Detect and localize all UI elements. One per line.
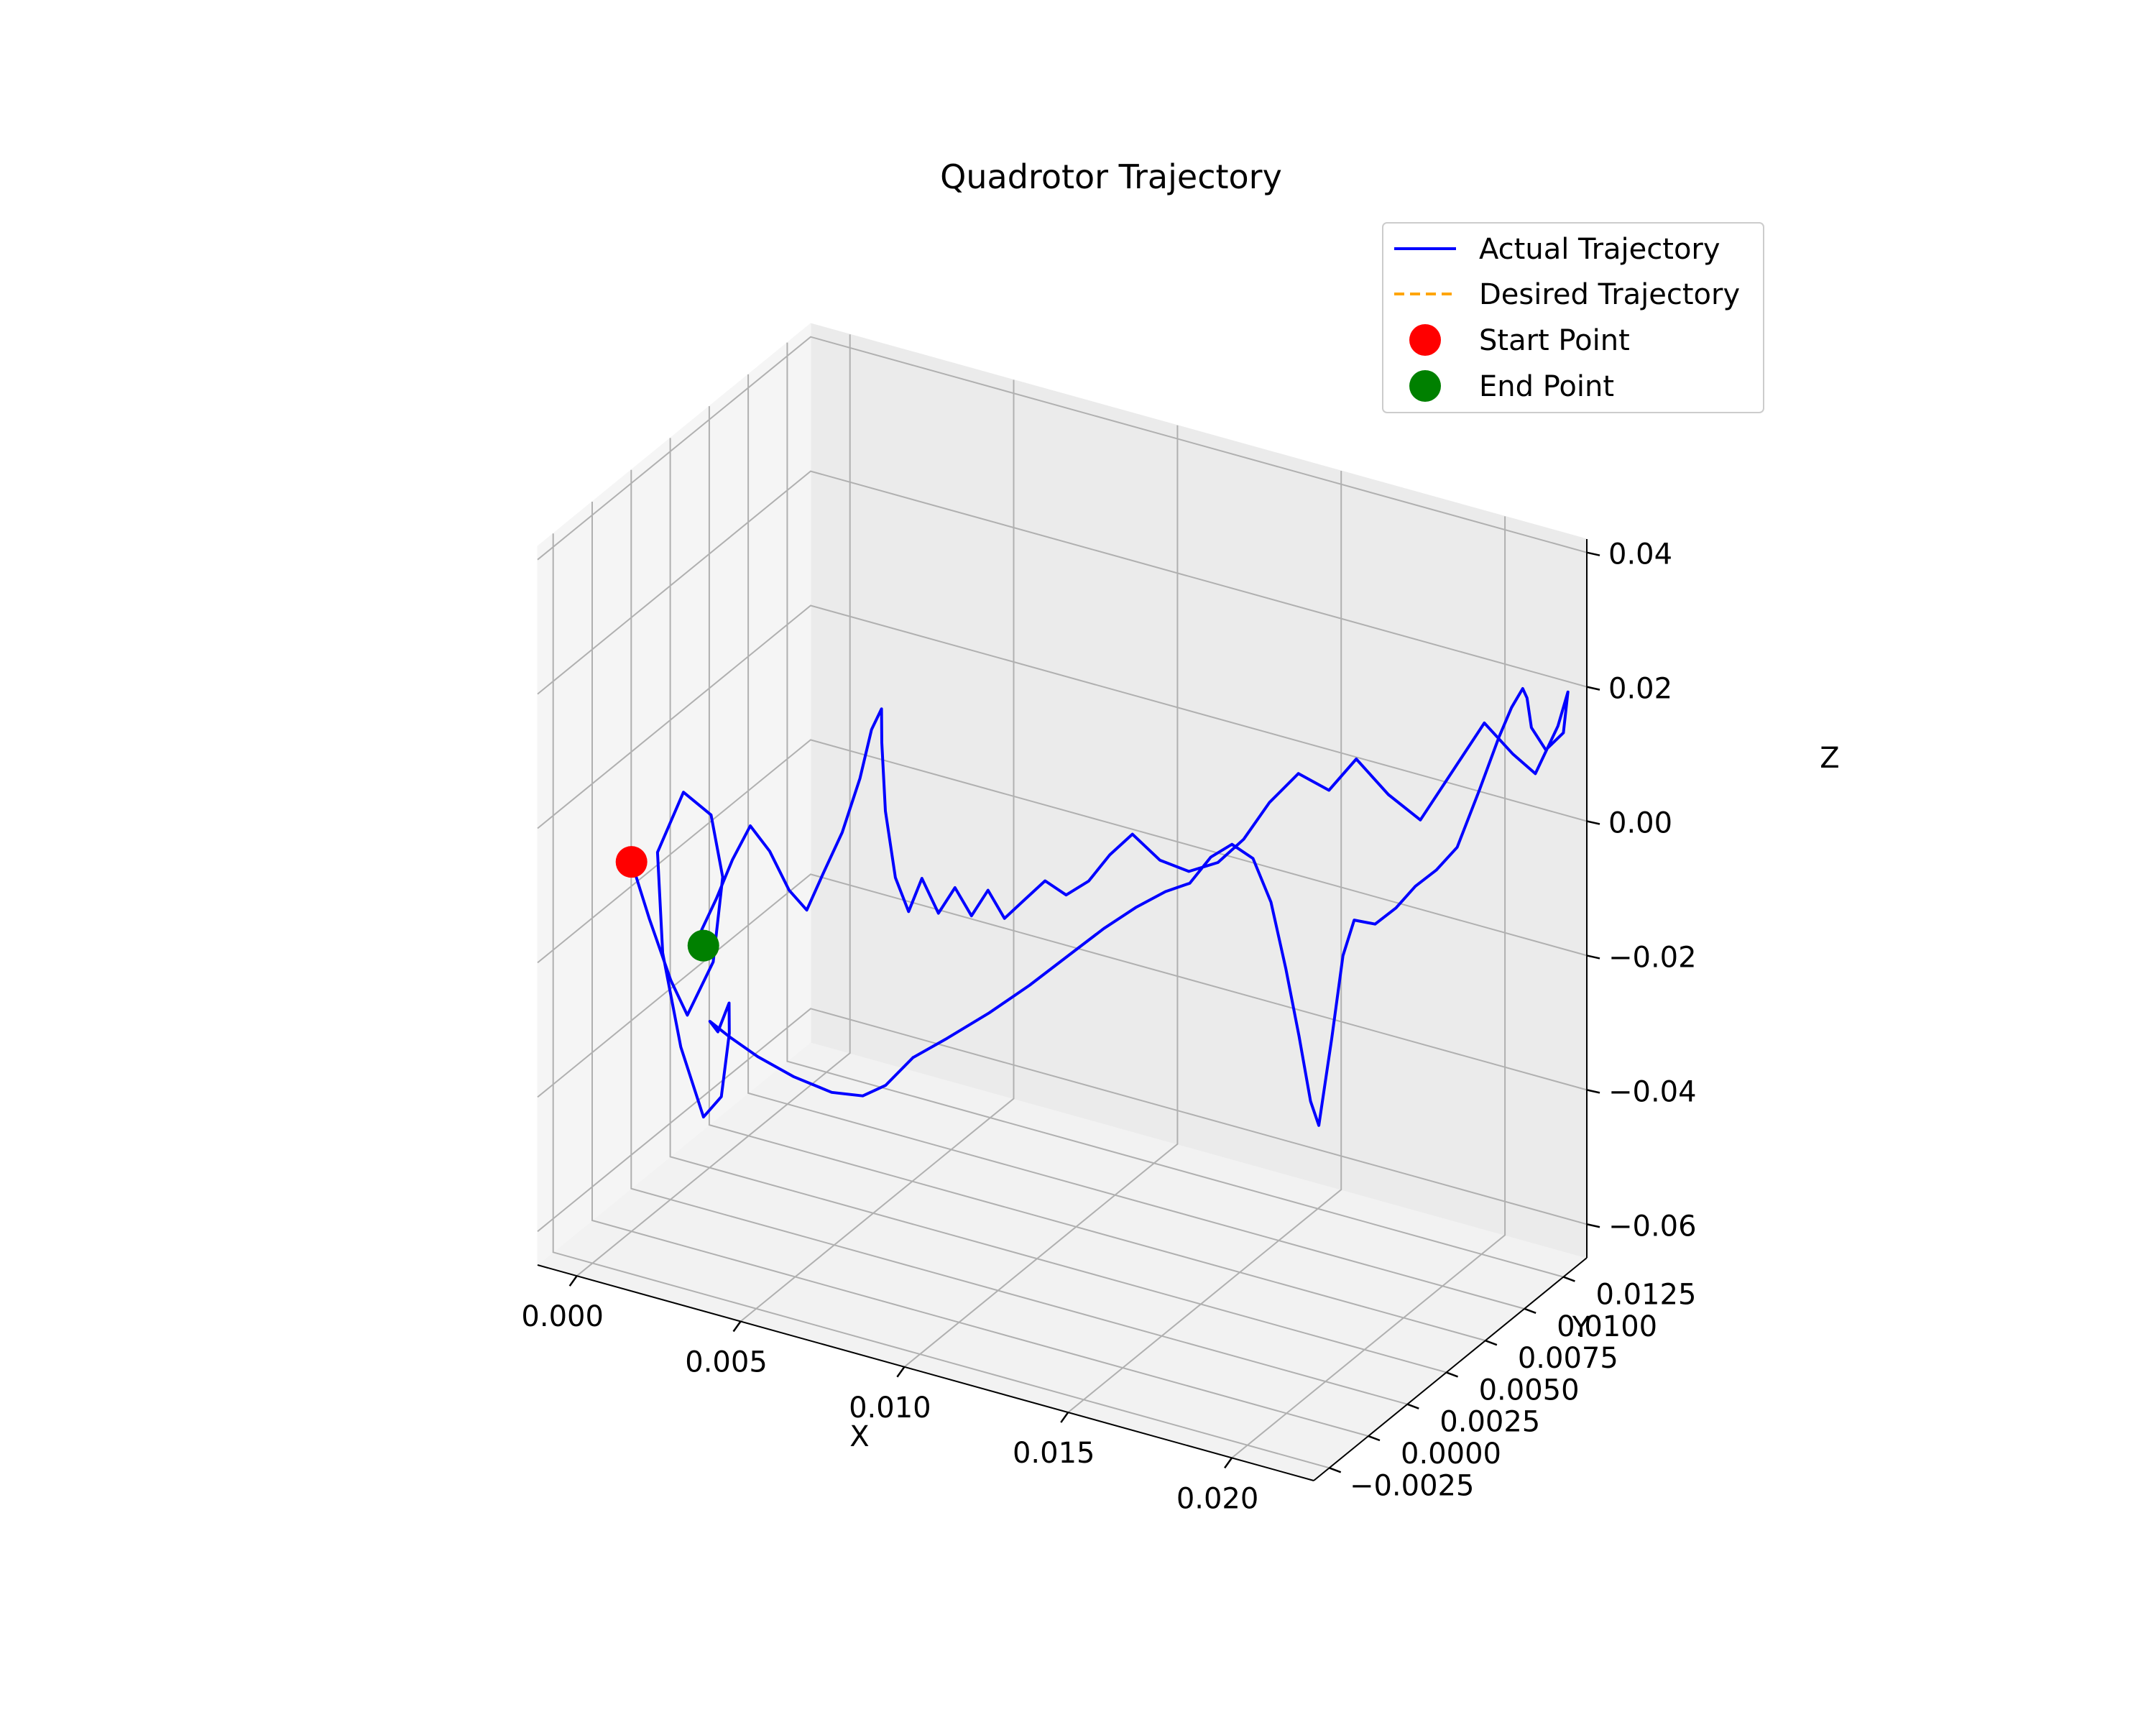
- x-tick-label: 0.000: [521, 1300, 604, 1333]
- y-tick-label: 0.0125: [1595, 1279, 1696, 1312]
- x-gridline: [1231, 516, 1506, 1459]
- y-axis-line: [1313, 1257, 1588, 1481]
- legend-label-desired: Desired Trajectory: [1479, 278, 1740, 311]
- y-tick-label: −0.0025: [1350, 1469, 1474, 1502]
- y-tick-label: 0.0000: [1401, 1438, 1501, 1471]
- z-tick-mark: [1586, 686, 1600, 691]
- z-tick-label: 0.00: [1608, 807, 1672, 840]
- x-tick-label: 0.005: [685, 1346, 768, 1379]
- start-point-marker: [615, 846, 648, 878]
- legend-label-start: Start Point: [1479, 324, 1630, 357]
- z-tick-mark: [1586, 820, 1600, 825]
- y-tick-labels: −0.0025 0.0000 0.0025 0.0050 0.0075 0.01…: [1350, 1279, 1696, 1503]
- x-axis-title: X: [849, 1420, 869, 1453]
- legend-label-end: End Point: [1479, 370, 1614, 403]
- x-tick-mark: [732, 1320, 742, 1333]
- left-wall-pane: [537, 322, 811, 1266]
- x-tick-label: 0.010: [849, 1392, 931, 1425]
- y-tick-mark: [1406, 1403, 1419, 1409]
- legend: Actual Trajectory Desired Trajectory Sta…: [1382, 222, 1764, 413]
- z-tick-label: −0.06: [1608, 1210, 1697, 1243]
- axis-panes: [536, 322, 1588, 1481]
- z-tick-labels: −0.06 −0.04 −0.02 0.00 0.02 0.04: [1608, 538, 1697, 1243]
- y-tick-mark: [1368, 1435, 1381, 1442]
- y-tick-mark: [1329, 1467, 1342, 1473]
- y-tick-label: 0.0050: [1479, 1374, 1580, 1407]
- x-tick-labels: 0.000 0.005 0.010 0.015 0.020: [521, 1300, 1258, 1515]
- data-layer: [615, 687, 1570, 1127]
- trajectory-line: [630, 687, 1570, 1127]
- x-tick-label: 0.015: [1013, 1437, 1095, 1470]
- z-gridline: [537, 739, 1588, 964]
- z-tick-mark: [1586, 954, 1600, 960]
- y-gridline: [591, 502, 1369, 1437]
- z-tick-label: −0.02: [1608, 941, 1697, 974]
- x-tick-label: 0.020: [1176, 1482, 1259, 1515]
- z-gridline: [537, 1008, 1588, 1233]
- z-axis-title: Z: [1820, 742, 1839, 775]
- y-gridline: [708, 406, 1486, 1342]
- y-gridline: [786, 342, 1564, 1278]
- gridlines: [537, 334, 1588, 1469]
- y-tick-mark: [1524, 1307, 1537, 1315]
- y-gridline: [630, 469, 1408, 1405]
- chart-title: Quadrotor Trajectory: [940, 157, 1282, 196]
- x-tick-mark: [568, 1275, 578, 1287]
- x-axis-line: [537, 1264, 1314, 1481]
- x-gridline: [576, 334, 851, 1276]
- y-gridline: [669, 438, 1447, 1374]
- y-gridline: [552, 533, 1330, 1469]
- legend-frame: [1382, 222, 1764, 413]
- z-gridline: [537, 470, 1588, 695]
- legend-label-actual: Actual Trajectory: [1479, 233, 1720, 266]
- z-tick-label: 0.02: [1608, 673, 1672, 706]
- z-tick-mark: [1586, 551, 1600, 556]
- x-tick-mark: [1060, 1412, 1069, 1423]
- x-tick-mark: [896, 1366, 906, 1378]
- y-gridline: [747, 374, 1525, 1310]
- y-tick-label: 0.0075: [1518, 1342, 1618, 1375]
- y-tick-label: 0.0100: [1557, 1310, 1657, 1343]
- x-gridline: [903, 425, 1179, 1368]
- y-tick-mark: [1562, 1276, 1575, 1282]
- axes: [537, 539, 1600, 1481]
- legend-swatch-start: [1409, 324, 1441, 356]
- z-tick-mark: [1586, 1223, 1600, 1228]
- x-gridline: [740, 380, 1015, 1322]
- x-tick-mark: [1224, 1457, 1233, 1469]
- legend-swatch-end: [1409, 370, 1441, 402]
- y-tick-mark: [1446, 1371, 1459, 1378]
- y-tick-label: 0.0025: [1439, 1406, 1540, 1439]
- z-gridline: [537, 336, 1588, 561]
- z-gridline: [537, 604, 1588, 829]
- y-axis-title: Y: [1572, 1311, 1590, 1344]
- x-gridline: [1067, 471, 1342, 1413]
- y-tick-mark: [1485, 1339, 1498, 1346]
- z-tick-label: 0.04: [1608, 538, 1672, 571]
- end-point-marker: [687, 929, 719, 962]
- z-tick-mark: [1586, 1089, 1600, 1094]
- z-tick-label: −0.04: [1608, 1075, 1697, 1108]
- z-gridline: [537, 873, 1588, 1098]
